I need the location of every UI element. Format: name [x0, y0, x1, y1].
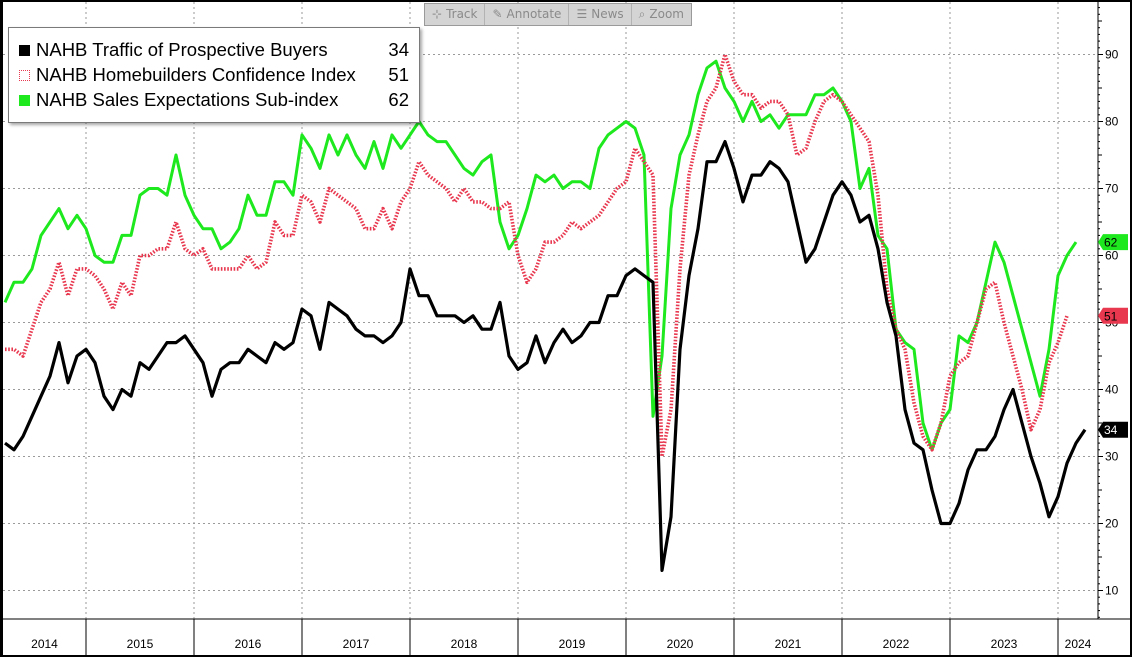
x-axis-area [3, 619, 1130, 655]
chart-toolbar: ⊹ Track ✎ Annotate ☰ News ⌕ Zoom [424, 3, 692, 26]
series-line-confidence [5, 52, 1069, 459]
annotate-label: Annotate [506, 7, 562, 21]
legend-item-traffic[interactable]: NAHB Traffic of Prospective Buyers 34 [19, 38, 409, 62]
y-tick-label: 30 [1105, 450, 1119, 464]
legend-value-traffic: 34 [388, 39, 409, 60]
news-icon: ☰ [576, 7, 588, 21]
legend-swatch-confidence [19, 69, 30, 81]
legend-swatch-traffic [19, 44, 30, 56]
zoom-button[interactable]: ⌕ Zoom [632, 4, 691, 25]
magnifier-icon: ⌕ [638, 7, 646, 21]
legend-label-traffic: NAHB Traffic of Prospective Buyers [36, 39, 328, 60]
news-button[interactable]: ☰ News [569, 4, 632, 25]
legend-value-sales: 62 [388, 89, 409, 110]
last-value-tag-traffic: 34 [1098, 421, 1128, 438]
x-tick-label: 2018 [451, 637, 478, 651]
y-tick-label: 60 [1105, 249, 1119, 263]
legend: NAHB Traffic of Prospective Buyers 34 NA… [8, 27, 420, 123]
x-tick-label: 2015 [127, 637, 154, 651]
x-tick-label: 2019 [559, 637, 586, 651]
y-tick-label: 20 [1105, 517, 1119, 531]
y-tick-label: 40 [1105, 383, 1119, 397]
x-tick-label: 2022 [883, 637, 910, 651]
legend-swatch-sales [19, 94, 30, 106]
news-label: News [591, 7, 624, 21]
legend-item-sales[interactable]: NAHB Sales Expectations Sub-index 62 [19, 88, 409, 112]
y-tick-label: 70 [1105, 182, 1119, 196]
last-value-tag-shape [1098, 307, 1128, 324]
legend-value-confidence: 51 [388, 64, 409, 85]
zoom-label: Zoom [649, 7, 684, 21]
x-tick-label: 2021 [775, 637, 802, 651]
last-value-tag-label: 51 [1104, 309, 1118, 323]
x-tick-label: 2023 [991, 637, 1018, 651]
x-tick-label: 2020 [667, 637, 694, 651]
track-button[interactable]: ⊹ Track [425, 4, 486, 25]
pencil-icon: ✎ [492, 7, 503, 21]
track-label: Track [446, 7, 478, 21]
legend-label-sales: NAHB Sales Expectations Sub-index [36, 89, 339, 110]
last-value-tag-confidence: 51 [1098, 307, 1128, 324]
crosshair-icon: ⊹ [432, 7, 443, 21]
legend-label-confidence: NAHB Homebuilders Confidence Index [36, 64, 356, 85]
y-tick-label: 10 [1105, 584, 1119, 598]
y-tick-label: 90 [1105, 48, 1119, 62]
last-value-tag-shape [1098, 421, 1128, 438]
series-line-traffic [4, 140, 1087, 573]
y-tick-label: 80 [1105, 115, 1119, 129]
last-value-tag-label: 34 [1104, 423, 1118, 437]
x-tick-label: 2017 [343, 637, 370, 651]
x-tick-label: 2014 [31, 637, 58, 651]
legend-item-confidence[interactable]: NAHB Homebuilders Confidence Index 51 [19, 63, 409, 87]
last-value-tag-label: 62 [1104, 236, 1118, 250]
x-tick-label: 2016 [235, 637, 262, 651]
last-value-tag-sales: 62 [1098, 234, 1128, 251]
annotate-button[interactable]: ✎ Annotate [485, 4, 570, 25]
x-tick-label: 2024 [1065, 637, 1092, 651]
last-value-tag-shape [1098, 234, 1128, 251]
